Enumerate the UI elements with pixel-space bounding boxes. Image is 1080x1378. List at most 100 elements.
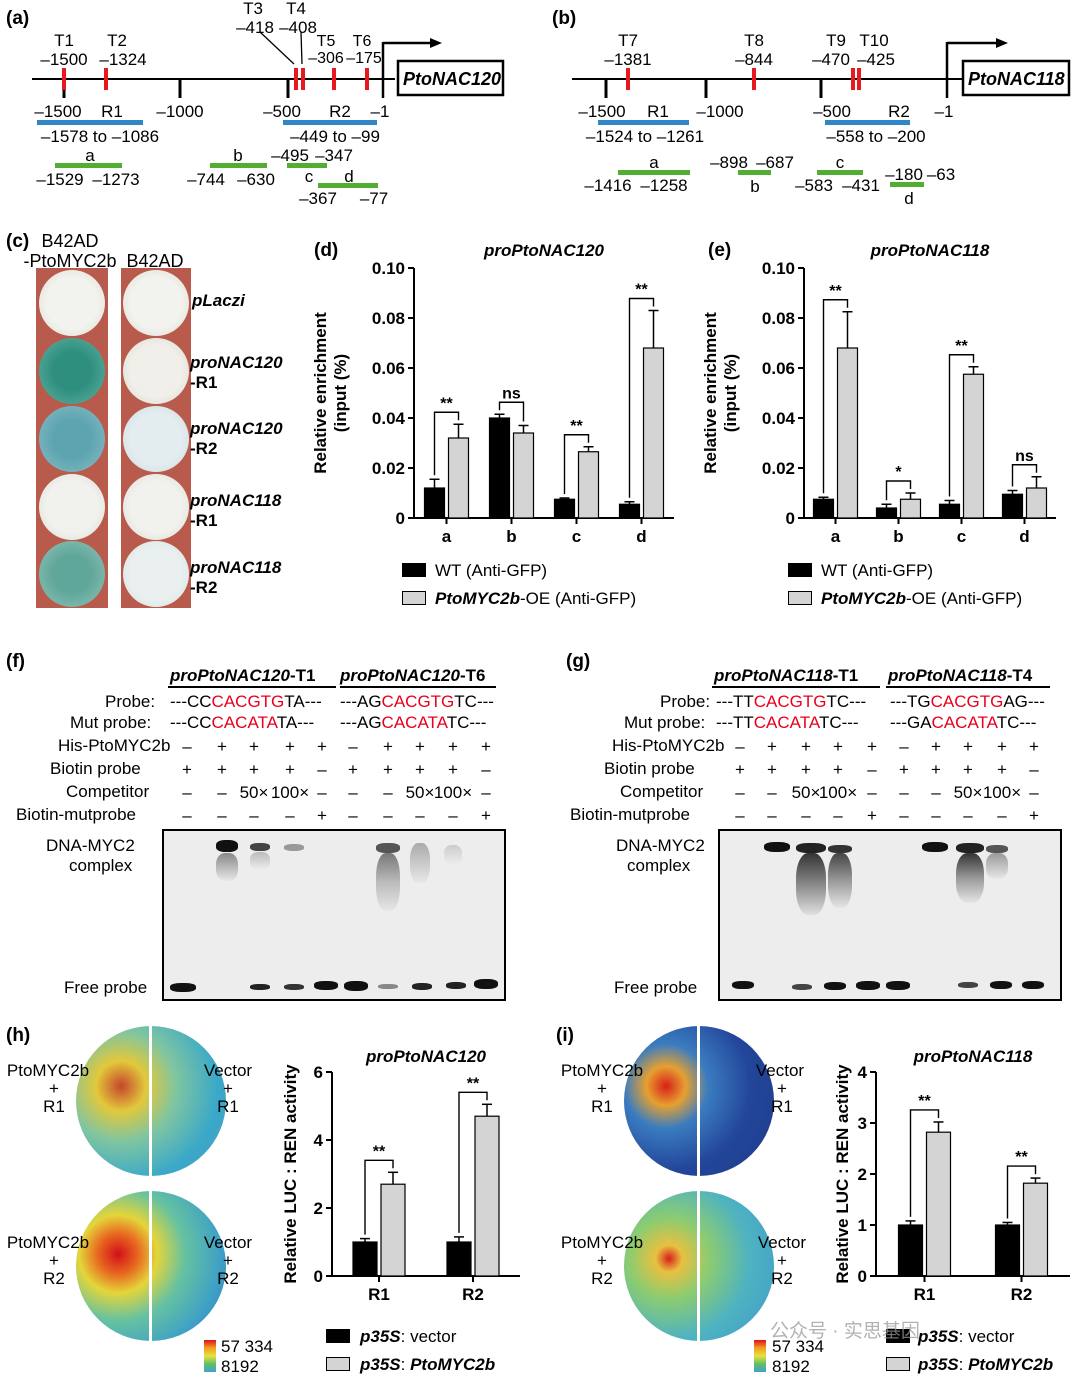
panel-b-site-marks — [626, 68, 861, 90]
panel-g-label: (g) — [566, 651, 591, 672]
luc-h-r2-reporter: R2 — [43, 1269, 65, 1288]
panel-a-amp-d-end: –77 — [359, 189, 389, 208]
row-label-nac118-r1: proNAC118 — [190, 491, 282, 510]
row-sub-nac120-r1: -R1 — [190, 373, 218, 392]
significance-label: * — [895, 464, 902, 481]
emsa-biotin-symbol: – — [317, 760, 327, 779]
emsa-competitor-symbol: – — [899, 783, 909, 802]
gel-band — [956, 843, 984, 853]
emsa-competitor-symbol: – — [182, 783, 192, 802]
panel-a-amp-b-name: b — [233, 146, 243, 165]
legend-luc-eff-rest: : — [400, 1355, 411, 1374]
emsa-f-mut-seq2: ---AGCACATATC--- — [340, 714, 486, 731]
emsa-competitor-symbol: 50× — [953, 783, 983, 802]
emsa-f-probe-seq1: ---CCCACGTGTA--- — [170, 693, 322, 710]
y-tick-label: 0.02 — [372, 459, 405, 478]
panel-b-amp-b-end: –687 — [756, 153, 794, 172]
bar-treatment — [925, 1131, 952, 1277]
luc-i-r1-reporter: R1 — [591, 1097, 613, 1116]
luc-i-r2-control-reporter: R2 — [771, 1269, 793, 1288]
panel-b-gene-name: PtoNAC118 — [968, 69, 1065, 89]
luc-i-r2-control-plus: + — [777, 1251, 787, 1270]
legend-luc-vec-rest-i: : vector — [958, 1327, 1015, 1346]
x-tick-label: c — [957, 527, 966, 546]
seq-flank: TC--- — [446, 713, 487, 732]
panel-h-label: (h) — [6, 1025, 31, 1046]
colony-nac118-r1-ad — [123, 474, 189, 540]
significance-bracket — [909, 1109, 940, 1217]
emsa-g-set2-gene: proPtoNAC118 — [888, 666, 1007, 685]
y-tick-label: 0.06 — [372, 359, 405, 378]
emsa-g-probe-seq1: ---TTCACGTGTC--- — [716, 693, 866, 710]
emsa-g-complex-label-2: complex — [627, 856, 691, 875]
y-tick-label: 0 — [858, 1267, 867, 1286]
panel-b-amp-d-name: d — [904, 189, 914, 208]
significance-label: ** — [467, 1075, 480, 1092]
panel-b-diagram — [572, 38, 1071, 187]
emsa-g-set1-title: proPtoNAC118-T1 — [714, 667, 858, 684]
emsa-biotin-symbol: + — [767, 760, 777, 779]
bar-control — [553, 498, 576, 519]
emsa-his-symbol: + — [833, 737, 843, 756]
emsa-g-row-mutprobe: Biotin-mutprobe — [570, 805, 691, 824]
bar-control — [812, 498, 835, 519]
x-tick-label: R2 — [462, 1285, 484, 1304]
seq-flank: TA--- — [276, 713, 315, 732]
emsa-his-symbol: + — [867, 737, 877, 756]
bar-treatment — [836, 347, 859, 519]
bar-treatment — [899, 498, 922, 519]
significance-label: ** — [955, 338, 968, 355]
bar-treatment — [380, 1183, 406, 1277]
panel-b-site-t7-pos: –1381 — [604, 50, 652, 69]
emsa-competitor-symbol: 100× — [270, 783, 310, 802]
emsa-biotin-symbol: + — [801, 760, 811, 779]
panel-a-amp-d-name: d — [344, 167, 354, 186]
panel-d-label: (d) — [314, 240, 339, 261]
panel-a-amp-d-start: –367 — [299, 189, 337, 208]
panel-a-site-t1-pos: –1500 — [40, 50, 88, 69]
y-axis-label: Relative LUC : REN activity — [833, 1064, 852, 1284]
panel-a-diagram — [32, 31, 505, 188]
emsa-g-row-biotin: Biotin probe — [604, 759, 695, 778]
emsa-mut-symbol: – — [801, 806, 811, 825]
y-tick-label: 4 — [314, 1131, 324, 1150]
panel-b-tick-500: –500 — [813, 102, 851, 121]
luc-i-colorscale — [754, 1340, 766, 1372]
emsa-g-free-label: Free probe — [614, 978, 698, 997]
emsa-his-symbol: + — [767, 737, 777, 756]
bar-control — [938, 503, 961, 519]
emsa-biotin-symbol: – — [1029, 760, 1039, 779]
emsa-competitor-symbol: – — [217, 783, 227, 802]
panel-b-amp-c-name: c — [835, 153, 845, 172]
emsa-competitor-symbol: – — [1029, 783, 1039, 802]
chip-chart-proPtoNAC118: proPtoNAC118 0 0.02 0.04 0.06 0.08 0.10 Relativ… — [701, 241, 1056, 546]
y-tick-label: 0.04 — [762, 409, 796, 428]
significance-bracket — [498, 401, 525, 422]
panel-a-amp-b-start: –744 — [187, 170, 225, 189]
emsa-g-row-competitor: Competitor — [620, 782, 704, 801]
panel-a-tick-1: –1 — [370, 102, 390, 121]
free-probe-band — [958, 982, 978, 988]
free-probe-band — [474, 979, 498, 989]
panel-b-amp-c-start: –583 — [795, 176, 833, 195]
panel-b-tick-1000: –1000 — [696, 102, 744, 121]
emsa-biotin-symbol: + — [217, 760, 227, 779]
emsa-mut-symbol: – — [182, 806, 192, 825]
panel-b-site-t8-pos: –844 — [735, 50, 773, 69]
y-tick-label: 0 — [396, 509, 405, 528]
panel-b-amp-a-end: –1258 — [640, 176, 688, 195]
free-probe-band — [1022, 981, 1044, 989]
legend-luc-effector-label: p35S: PtoMYC2b — [360, 1356, 495, 1373]
chart-title: proPtoNAC120 — [483, 241, 605, 260]
gel-band — [796, 843, 826, 853]
luc-h-r2-effector: PtoMYC2b — [6, 1233, 90, 1252]
panel-c-col1-title: B42AD — [41, 231, 99, 251]
seq-flank: ---CC — [170, 713, 212, 732]
bar-control — [618, 503, 641, 519]
luc-i-scale-max: 57 334 — [772, 1337, 824, 1356]
panel-a-tick-1500: –1500 — [34, 102, 82, 121]
emsa-f-row-his: His-PtoMYC2b — [58, 736, 171, 755]
emsa-g-row-his: His-PtoMYC2b — [612, 736, 725, 755]
legend-luc-vector-swatch-i — [886, 1329, 910, 1343]
emsa-competitor-symbol: 50× — [791, 783, 821, 802]
